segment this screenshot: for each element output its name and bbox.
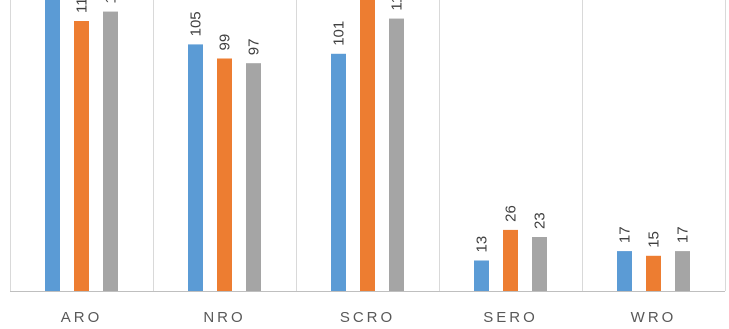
bar-nro-series-2	[217, 58, 232, 291]
data-label: 99	[217, 34, 234, 51]
x-tick-label-sero: SERO	[483, 309, 538, 326]
data-label: 15	[646, 231, 663, 248]
data-label: 13	[474, 236, 491, 253]
bar-nro-series-3	[246, 63, 261, 292]
bars-layer	[45, 0, 690, 292]
bar-nro-series-1	[188, 44, 203, 292]
bar-sero-series-2	[503, 229, 518, 291]
data-labels-layer: 12115119105999710112116132623171517	[74, 0, 692, 253]
x-tick-label-nro: NRO	[203, 309, 245, 326]
bar-wro-series-2	[646, 255, 661, 291]
bar-wro-series-3	[675, 251, 690, 291]
data-label: 119	[103, 0, 120, 4]
bar-sero-series-1	[474, 260, 489, 291]
data-label: 17	[617, 226, 634, 243]
bar-scro-series-3	[389, 18, 404, 291]
data-label: 105	[188, 11, 205, 36]
x-tick-label-wro: WRO	[631, 309, 677, 326]
bar-scro-series-2	[360, 0, 375, 291]
category-separators	[10, 0, 726, 291]
bar-scro-series-1	[331, 53, 346, 291]
bar-aro-series-2	[74, 21, 89, 291]
bar-sero-series-3	[532, 237, 547, 291]
data-label: 23	[532, 212, 549, 229]
category-labels-layer: ARO NRO SCRO SERO WRO	[61, 309, 677, 326]
data-label: 115	[74, 0, 91, 13]
x-tick-label-aro: ARO	[61, 309, 103, 326]
data-label: 97	[246, 39, 263, 56]
x-tick-label-scro: SCRO	[340, 309, 395, 326]
data-label: 26	[503, 205, 520, 222]
bar-aro-series-3	[103, 11, 118, 291]
data-label: 17	[675, 226, 692, 243]
data-label: 101	[331, 21, 348, 46]
data-label: 116	[389, 0, 406, 11]
bar-aro-series-1	[45, 0, 60, 292]
bar-wro-series-1	[617, 251, 632, 291]
